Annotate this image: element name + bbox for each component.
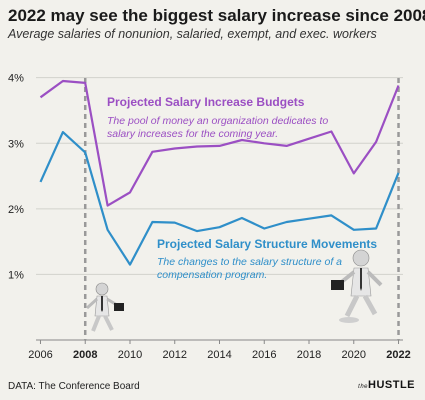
x-tick-label: 2012	[163, 349, 187, 361]
annotation-increase-budgets: Projected Salary Increase Budgets The po…	[107, 95, 331, 140]
series-line-increase-budgets	[39, 79, 400, 207]
series-description-structure-movements: The changes to the salary structure of a…	[157, 256, 345, 281]
grid-layer: 1% 2% 3% 4%	[8, 73, 403, 341]
running-businessman-icon	[331, 249, 383, 323]
y-tick-label: 3%	[8, 138, 24, 150]
x-axis-ticks: 2006 2008 2010 2012 2014 2016 2018 2020 2022	[28, 340, 411, 361]
illustration-layer	[85, 249, 383, 332]
brand-logo: theHUSTLE	[358, 379, 415, 391]
data-source: DATA: The Conference Board	[8, 381, 140, 392]
x-tick-label: 2008	[73, 349, 97, 361]
series-label-increase-budgets: Projected Salary Increase Budgets	[107, 95, 305, 109]
x-tick-label: 2010	[118, 349, 142, 361]
x-tick-label: 2014	[207, 349, 231, 361]
x-tick-label: 2006	[28, 349, 52, 361]
y-tick-label: 4%	[8, 73, 24, 85]
y-tick-label: 1%	[8, 269, 24, 281]
series-label-structure-movements: Projected Salary Structure Movements	[157, 237, 377, 251]
x-tick-label: 2018	[297, 349, 321, 361]
series-layer	[39, 79, 400, 266]
running-businessman-icon	[85, 282, 124, 332]
y-tick-label: 2%	[8, 204, 24, 216]
chart-title: 2022 may see the biggest salary increase…	[8, 6, 425, 25]
chart-subtitle: Average salaries of nonunion, salaried, …	[8, 27, 377, 41]
x-tick-label: 2022	[386, 349, 410, 361]
series-line-structure-movements	[39, 131, 400, 266]
x-tick-label: 2016	[252, 349, 276, 361]
series-description-increase-budgets: The pool of money an organization dedica…	[107, 115, 331, 140]
highlight-markers	[83, 78, 400, 340]
annotation-structure-movements: Projected Salary Structure Movements The…	[157, 237, 377, 281]
x-tick-label: 2020	[342, 349, 366, 361]
